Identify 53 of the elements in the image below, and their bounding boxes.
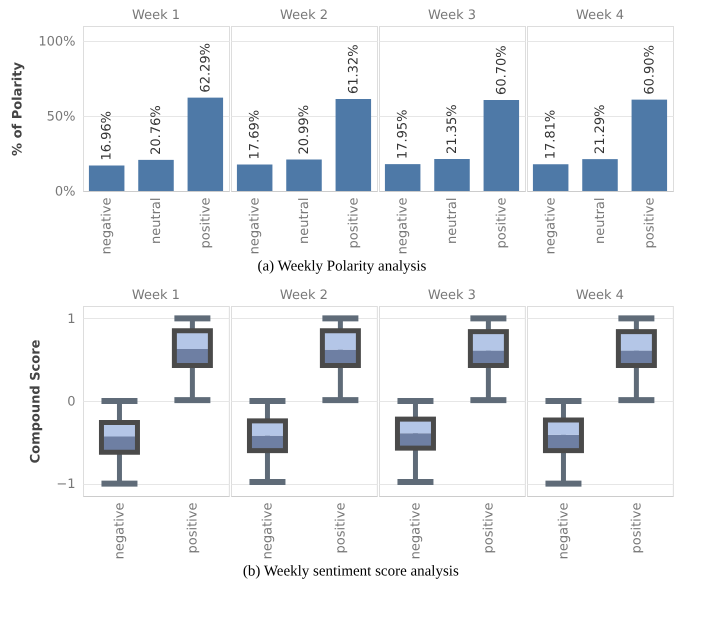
bar [88,166,124,191]
x-tick-label: negative [100,198,115,254]
y-tick-label: 0% [54,184,76,200]
chart-title: Week 3 [428,288,476,303]
x-tick-label: positive [185,502,200,554]
data-label: 62.29% [198,42,214,93]
chart-title: Week 3 [428,8,476,23]
x-tick-label: positive [481,502,496,554]
bar [138,160,174,191]
data-label: 17.81% [544,110,559,160]
data-label: 21.35% [445,104,460,154]
x-tick-label: negative [556,502,572,560]
y-tick-label: −1 [56,477,76,492]
chart-title: Week 1 [132,288,180,303]
data-label: 60.70% [494,45,510,95]
x-tick-label: positive [198,198,214,248]
x-tick-label: negative [260,502,276,560]
data-label: 21.29% [593,104,608,154]
text: (a) Weekly Polarity analysis [257,258,427,274]
bar [188,98,224,191]
x-tick-label: positive [333,502,348,554]
data-label: 61.32% [346,44,362,94]
x-tick-label: neutral [593,198,608,244]
x-tick-label: negative [544,198,559,254]
chart-title: Week 2 [280,288,328,303]
chart-title: Week 1 [132,8,180,23]
x-tick-label: positive [346,198,362,248]
data-label: 17.69% [248,110,263,160]
x-tick-label: neutral [149,198,164,244]
data-label: 20.76% [149,105,164,155]
x-tick-label: negative [112,502,128,560]
y-tick-label: 0 [67,394,76,410]
y-axis-title: Compound Score [28,339,44,464]
data-label: 17.95% [396,109,411,160]
x-tick-label: negative [408,502,424,560]
x-tick-label: positive [494,198,510,248]
data-label: 16.96% [100,110,115,161]
x-tick-label: positive [642,198,658,248]
x-tick-label: neutral [297,198,312,244]
chart-title: Week 4 [576,8,624,23]
x-tick-label: negative [396,198,411,254]
y-axis-title: % of Polarity [10,62,26,156]
chart-title: Week 2 [280,8,328,23]
x-tick-label: positive [629,502,644,554]
y-tick-label: 100% [38,34,76,50]
text: (b) Weekly sentiment score analysis [242,563,459,580]
y-tick-label: 1 [67,312,76,327]
data-label: 60.90% [642,45,658,95]
chart-title: Week 4 [576,288,624,303]
x-tick-label: negative [248,198,263,254]
data-label: 20.99% [297,104,312,155]
x-tick-label: neutral [445,198,460,244]
y-tick-label: 50% [46,110,76,124]
